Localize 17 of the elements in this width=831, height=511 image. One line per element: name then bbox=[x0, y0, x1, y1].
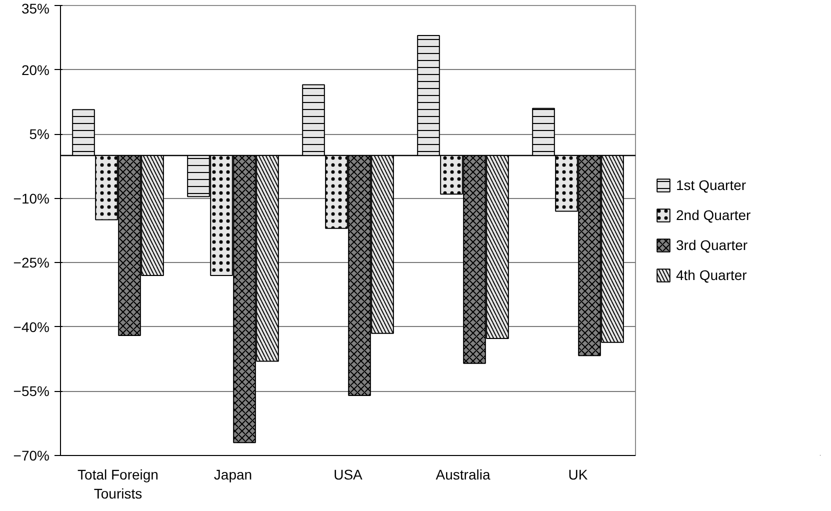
legend-label: 1st Quarter bbox=[676, 177, 746, 193]
x-tick-label: USA bbox=[334, 466, 364, 482]
legend-label: 3rd Quarter bbox=[676, 237, 748, 253]
y-tick-label: −10% bbox=[13, 190, 50, 206]
x-tick-label: Total Foreign Tourists bbox=[78, 466, 158, 502]
legend-label: 4th Quarter bbox=[676, 267, 747, 283]
legend-label: 2nd Quarter bbox=[676, 207, 751, 223]
y-tick-label: 35% bbox=[21, 0, 50, 16]
y-tick-label: −70% bbox=[13, 448, 50, 464]
y-tick-label: −25% bbox=[13, 254, 50, 271]
y-tick-label: 20% bbox=[21, 62, 50, 78]
y-tick-label: −55% bbox=[13, 383, 50, 400]
y-tick-label: 5% bbox=[29, 126, 50, 142]
x-tick-label: Japan bbox=[214, 466, 252, 482]
y-tick-label: −40% bbox=[13, 318, 50, 335]
x-tick-label: Australia bbox=[436, 466, 490, 482]
x-tick-label: UK bbox=[568, 466, 588, 482]
